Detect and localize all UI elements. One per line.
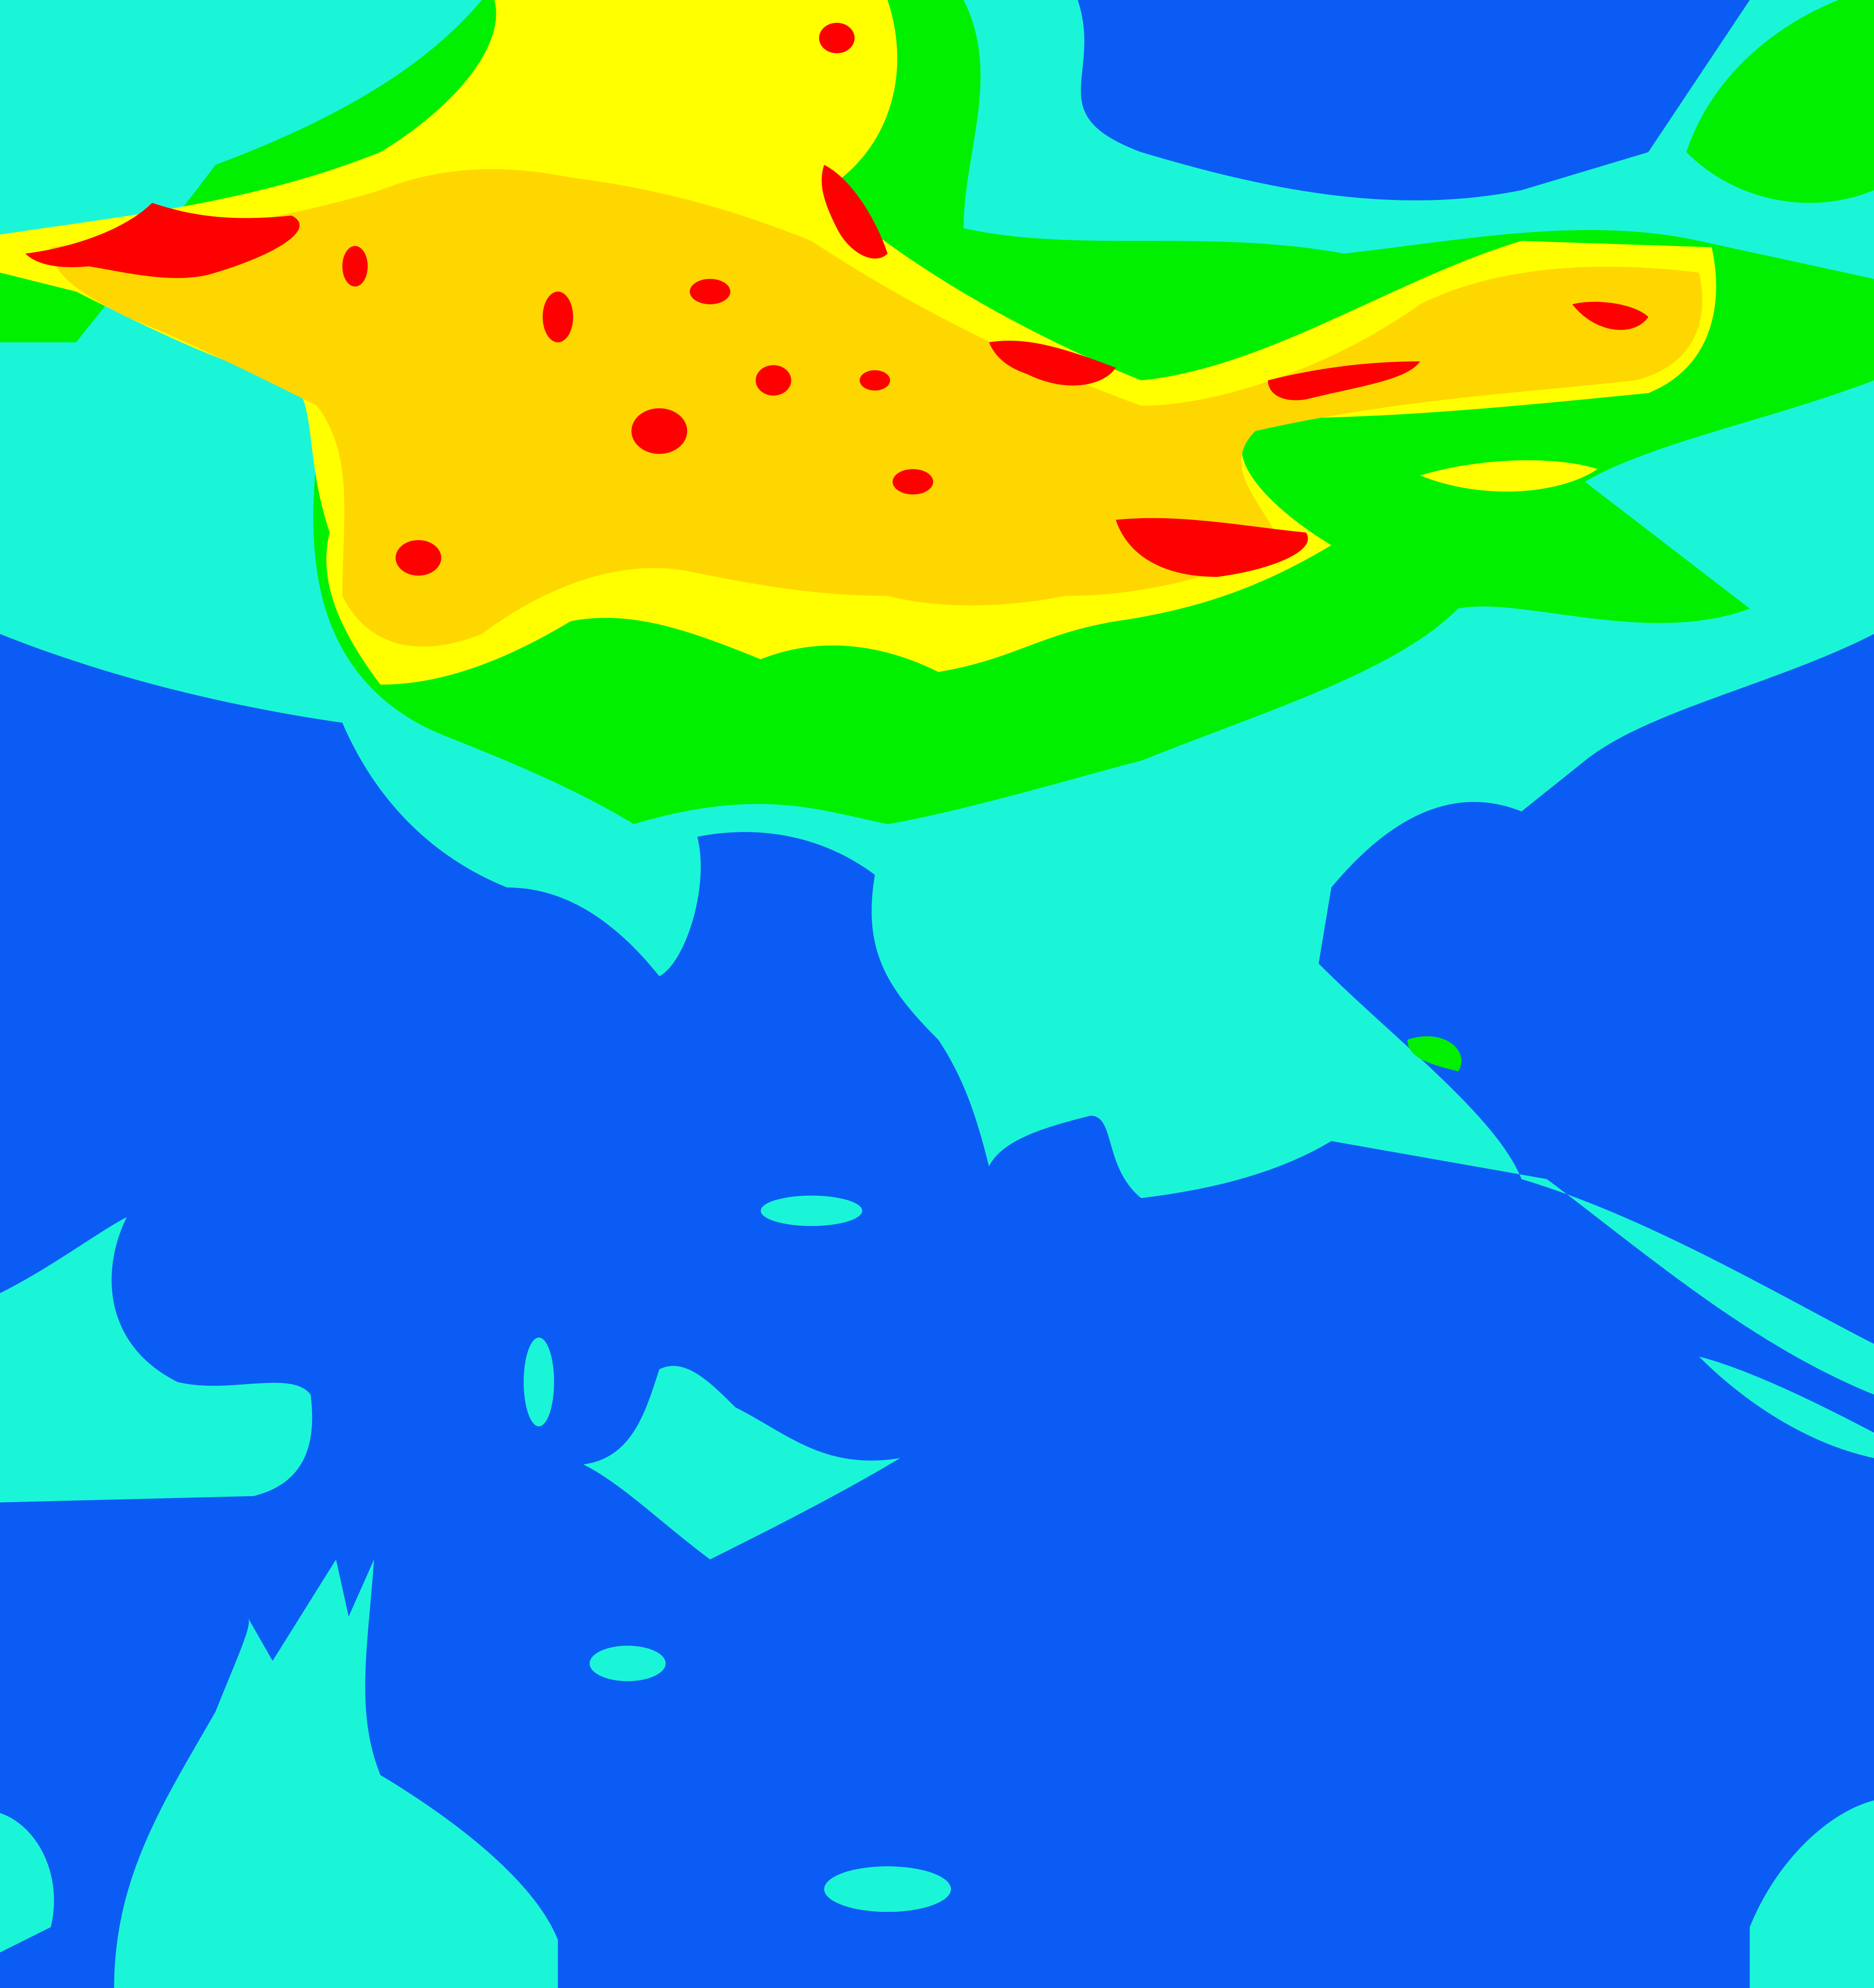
cloud-patch [1420,460,1598,492]
cloud-patch [0,1217,312,1503]
cloud-core [819,22,855,53]
cloud-patch [0,1813,54,1953]
cloud-patch [1686,0,1874,203]
cloud-streak [1407,1036,1462,1072]
cloud-core [631,408,687,454]
cloud-patch [524,1338,554,1426]
cloud-core [989,341,1116,386]
cloud-core [859,370,890,391]
cloud-plume [114,1559,558,1988]
cloud-patch [590,1646,666,1681]
cloud-core [395,540,442,576]
cloud-core [893,469,933,495]
cloud-core [1572,302,1648,330]
cloud-core [542,291,573,342]
cloud-patch [760,1195,863,1226]
cloud-core [755,365,791,396]
cloud-core [821,165,888,259]
cloud-core [1115,518,1308,577]
cloud-patch [583,1366,900,1559]
cloud-core [25,203,300,278]
cloud-streak [1699,1356,1874,1458]
cloud-band [51,169,1702,647]
very-high-cloud [51,169,1702,647]
cloud-patch [1749,1800,1874,1988]
cloud-core [690,279,731,304]
cloud-patch [824,1866,951,1912]
cold-cloud-top [25,22,1648,577]
cloud-core [1268,361,1420,400]
cloud-core [342,246,368,287]
